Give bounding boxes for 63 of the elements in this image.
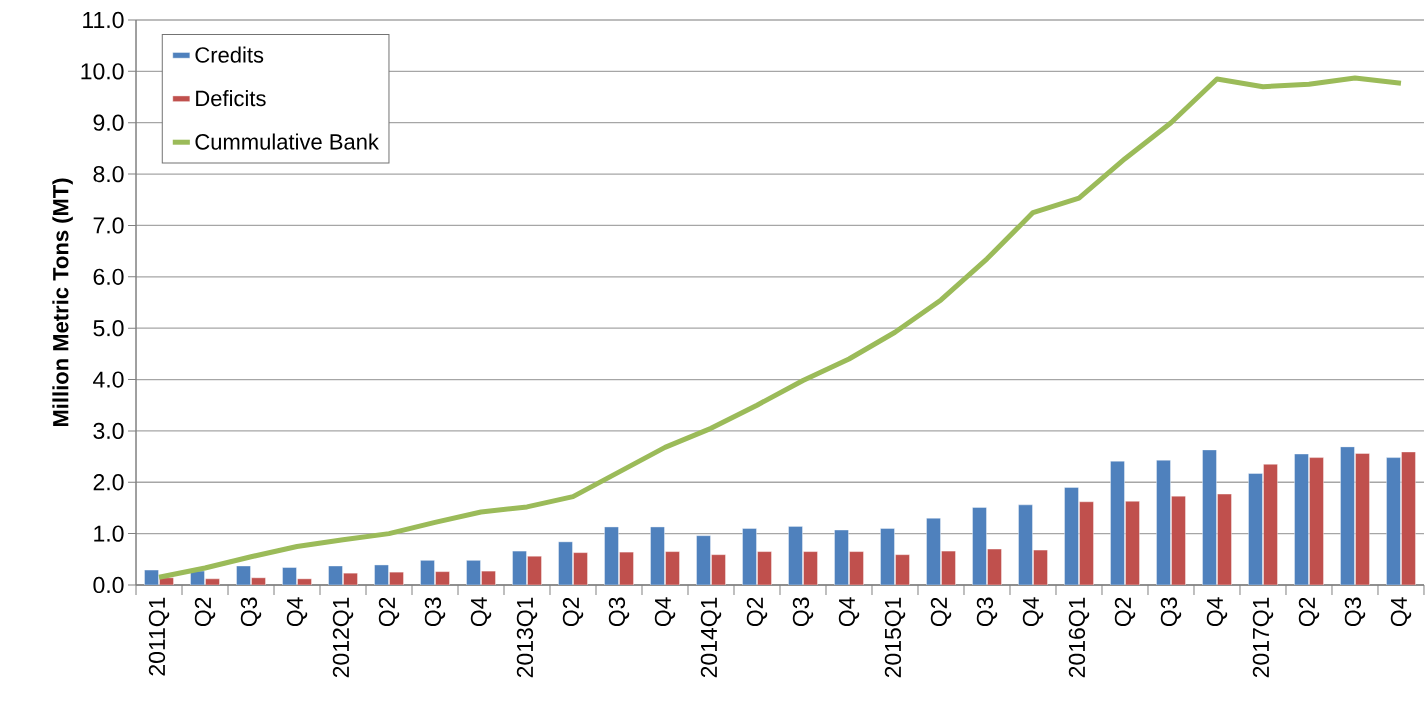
legend-label: Deficits [196,90,266,107]
bar [1018,504,1033,585]
y-tick-label: 4.0 [93,371,124,388]
x-tick-label: Q2 [378,597,400,627]
bar [972,507,987,585]
x-tick-label: Q4 [1390,597,1412,627]
x-tick-label: 2013Q1 [516,597,538,678]
y-tick-label: 7.0 [93,217,124,234]
x-tick-label: Q2 [1298,597,1320,627]
x-tick-label: Q4 [1022,597,1044,627]
y-tick-label: 0.0 [93,576,124,594]
x-tick-label: Q2 [1114,597,1136,627]
x-tick-label: Q2 [562,597,584,627]
y-tick-label: 6.0 [93,268,124,285]
x-tick-label: Q3 [1344,597,1366,627]
x-tick-label: Q4 [838,597,860,627]
y-tick-label: 10.0 [81,63,124,80]
bar [604,526,619,585]
bar [650,526,665,585]
x-tick-label: Q4 [470,597,492,627]
bar [742,528,757,585]
bar [1294,453,1309,585]
bar [926,518,941,585]
x-tick-label: 2017Q1 [1252,597,1274,678]
x-tick-label: 2014Q1 [700,597,722,678]
bar [1386,457,1401,585]
bar [834,529,849,585]
y-tick-label: 3.0 [93,422,124,440]
x-tick-label: 2011Q1 [148,597,170,676]
legend-label: Credits [195,46,264,63]
bar [558,541,573,585]
x-tick-label: Q3 [1160,597,1182,627]
x-tick-label: Q4 [286,597,308,627]
y-tick-label: 5.0 [93,320,124,337]
x-tick-label: Q2 [746,597,768,627]
x-tick-label: 2012Q1 [332,597,354,678]
bar [880,528,895,585]
bar [1110,461,1125,585]
bar [788,526,803,585]
y-tick-label: 2.0 [93,474,124,491]
x-tick-label: Q2 [194,597,216,627]
bar [1064,487,1079,585]
y-tick-label: 11.0 [83,11,124,29]
y-tick-label: 8.0 [93,165,124,183]
x-tick-label: Q4 [1206,597,1228,627]
legend-label: Cummulative Bank [195,133,379,150]
y-tick-label: 9.0 [93,114,124,131]
x-tick-label: 2016Q1 [1068,597,1090,678]
bar [1248,473,1263,585]
bar [696,535,711,585]
bar [1156,459,1171,585]
y-axis-title: Million Metric Tons (MT) [52,178,73,427]
x-tick-label: Q3 [240,597,262,627]
x-tick-label: 2015Q1 [884,597,906,678]
x-tick-label: Q3 [608,597,630,627]
x-tick-label: Q3 [792,597,814,627]
x-tick-label: Q3 [976,597,998,627]
x-tick-label: Q3 [424,597,446,627]
bar [1202,449,1217,585]
x-tick-label: Q2 [930,597,952,627]
x-tick-label: Q4 [654,597,676,627]
bar [1340,446,1355,585]
y-tick-label: 1.0 [94,525,124,542]
